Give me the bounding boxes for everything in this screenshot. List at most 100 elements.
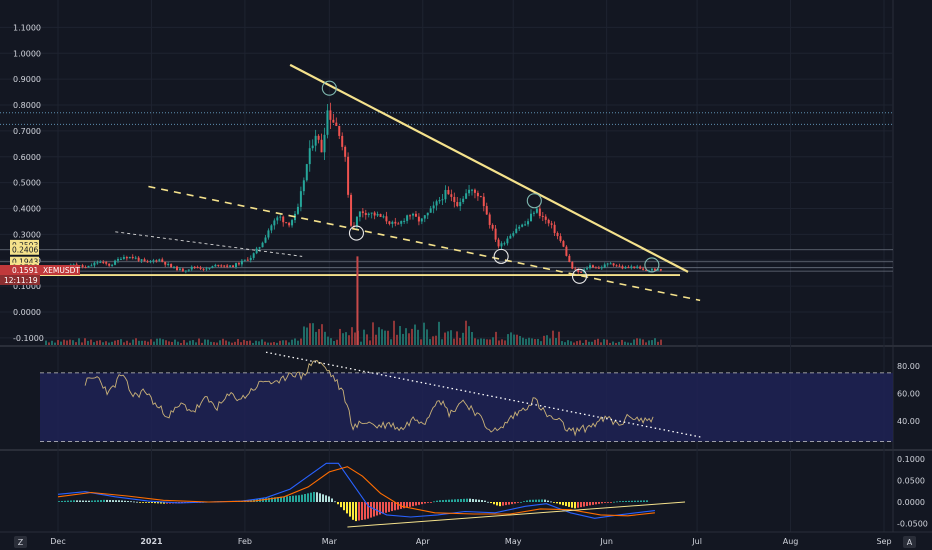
volume-bar <box>54 342 56 345</box>
volume-bar <box>495 331 497 345</box>
macd-histogram-bar <box>64 500 66 502</box>
volume-bar <box>405 328 407 345</box>
volume-bar <box>618 341 620 345</box>
candle-body <box>370 212 373 214</box>
price-tick-label: -0.1000 <box>13 334 44 343</box>
candle-body <box>476 192 479 197</box>
macd-histogram-bar <box>553 502 555 503</box>
price-pane[interactable]: 1.1000 1.0000 0.9000 0.8000 0.7000 0.6000 0.50… <box>0 23 893 345</box>
candle-body <box>122 257 125 259</box>
volume-bar <box>69 339 71 345</box>
volume-bar <box>78 338 80 345</box>
candle-body <box>500 243 503 247</box>
volume-bar <box>216 342 218 345</box>
volume-bar <box>114 340 116 345</box>
macd-line[interactable] <box>57 462 655 519</box>
volume-bar <box>351 327 353 345</box>
oscillator-line[interactable] <box>84 359 654 437</box>
volume-bar <box>447 331 449 345</box>
macd-histogram-bar <box>355 502 357 522</box>
time-axis: Dec 2021 Feb Mar Apr May Jun Jul Aug Sep Z A <box>0 531 932 548</box>
macd-histogram-bar <box>292 495 294 502</box>
volume-bar <box>144 340 146 345</box>
candle-body <box>659 269 662 271</box>
candle-body <box>656 269 659 271</box>
volume-bar <box>588 341 590 345</box>
macd-histogram-bar <box>592 502 594 505</box>
touch-point-circle[interactable] <box>493 248 509 264</box>
touch-point-circle[interactable] <box>348 225 364 241</box>
touch-point-circle[interactable] <box>644 257 660 273</box>
macd-histogram-bar <box>76 500 78 502</box>
oscillator-pane[interactable]: 80.00 60.00 40.00 <box>40 351 920 443</box>
volume-bar <box>159 338 161 345</box>
volume-bar <box>522 337 524 345</box>
macd-histogram-bar <box>625 500 627 502</box>
volume-bar <box>99 340 101 345</box>
candle-body <box>518 226 521 229</box>
volume-bar <box>372 322 374 345</box>
macd-histogram-bar <box>457 499 459 502</box>
candle-body <box>600 267 603 269</box>
macd-histogram-bar <box>58 501 60 502</box>
volume-bar <box>528 337 530 345</box>
candle-body <box>93 262 96 266</box>
candle-body <box>603 264 606 268</box>
macd-histogram-bar <box>127 501 129 502</box>
macd-histogram-bar <box>85 500 87 502</box>
macd-histogram-bar <box>622 501 624 502</box>
volume-bar <box>420 339 422 345</box>
macd-histogram-bar <box>379 502 381 515</box>
volume-bar <box>429 339 431 345</box>
volume-bar <box>249 340 251 345</box>
time-tick-label: May <box>505 537 522 546</box>
candle-body <box>187 269 190 271</box>
volume-bar <box>45 340 47 345</box>
macd-histogram-bar <box>133 501 135 503</box>
candle-body <box>636 266 639 268</box>
macd-histogram-bar <box>499 502 501 507</box>
volume-bar <box>456 331 458 345</box>
volume-bar <box>66 340 68 345</box>
touch-point-circle[interactable] <box>526 193 542 209</box>
candle-body <box>589 265 591 269</box>
macd-histogram-bar <box>121 500 123 502</box>
volume-bar <box>654 338 656 345</box>
macd-histogram-bar <box>115 500 117 502</box>
z-button[interactable] <box>14 536 27 548</box>
macd-histogram-bar <box>466 498 468 502</box>
descending-trendline[interactable] <box>289 63 689 273</box>
macd-trendline[interactable] <box>347 501 686 528</box>
signal-line[interactable] <box>57 466 655 517</box>
macd-pane[interactable]: 0.1000 0.0500 0.0000 -0.0500 <box>57 455 928 529</box>
candle-body <box>373 212 376 216</box>
volume-bar <box>279 340 281 345</box>
candle-body <box>650 268 653 271</box>
macd-histogram-bar <box>460 499 462 502</box>
candle-body <box>255 248 258 254</box>
candle-body <box>320 139 323 153</box>
macd-histogram-bar <box>604 502 606 503</box>
candle-body <box>258 247 261 249</box>
volume-bar <box>489 339 491 345</box>
short-dashed-trendline[interactable] <box>115 231 303 257</box>
macd-histogram-bar <box>103 499 105 502</box>
macd-histogram-bar <box>274 497 276 502</box>
candle-body <box>538 208 541 216</box>
candle-body <box>276 217 279 221</box>
macd-histogram-bar <box>538 499 540 502</box>
touch-point-circle[interactable] <box>571 268 588 284</box>
dashed-support-trendline[interactable] <box>148 185 701 302</box>
macd-histogram-bar <box>79 500 81 502</box>
macd-histogram-bar <box>619 501 621 502</box>
level-tag: 0.2406 <box>10 244 39 255</box>
touch-point-circle[interactable] <box>321 80 337 96</box>
macd-histogram-bar <box>343 502 345 511</box>
auto-scale-button[interactable] <box>903 536 916 548</box>
macd-histogram-bar <box>325 495 327 502</box>
candle-body <box>176 266 178 271</box>
candle-body <box>473 189 476 193</box>
candle-body <box>515 228 518 234</box>
volume-bar <box>573 342 575 345</box>
